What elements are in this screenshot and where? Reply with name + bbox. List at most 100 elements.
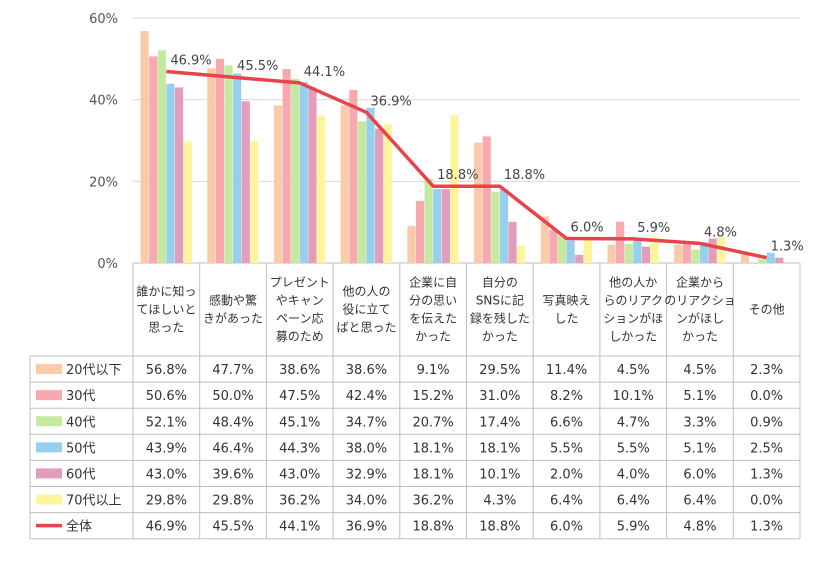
table-cell: 18.1% xyxy=(479,441,520,456)
bar xyxy=(308,87,317,263)
bar xyxy=(650,236,659,263)
bar xyxy=(224,65,233,264)
table-cell: 44.1% xyxy=(279,520,320,535)
table-cell: 34.7% xyxy=(346,415,387,430)
bar xyxy=(250,141,259,263)
table-cell: 9.1% xyxy=(417,363,450,378)
category-label: 感動や驚きがあった xyxy=(203,293,263,326)
bar-series xyxy=(140,31,784,264)
legend-label: 40代 xyxy=(66,415,96,430)
table-cell: 4.0% xyxy=(617,467,650,482)
table-cell: 29.5% xyxy=(479,363,520,378)
table-cell: 43.9% xyxy=(146,441,187,456)
category-label: 企業に自分の思いを伝えたかった xyxy=(409,275,457,344)
data-label: 5.9% xyxy=(637,221,670,236)
category-label: 誰かに知ってほしいと思った xyxy=(136,284,196,335)
table-cell: 4.3% xyxy=(483,494,516,509)
table-cell: 10.1% xyxy=(479,467,520,482)
bar xyxy=(241,101,250,263)
bar xyxy=(740,253,750,263)
data-label: 46.9% xyxy=(170,53,211,68)
table-cell: 45.5% xyxy=(212,520,253,535)
bar xyxy=(183,141,192,263)
table-cell: 18.1% xyxy=(412,467,453,482)
data-label: 18.8% xyxy=(437,168,478,183)
bar xyxy=(682,242,691,263)
bar xyxy=(441,189,450,263)
table-cell: 46.9% xyxy=(146,520,187,535)
bar xyxy=(758,259,767,263)
table-cell: 10.1% xyxy=(613,389,654,404)
table-cell: 31.0% xyxy=(479,389,520,404)
table-cell: 18.8% xyxy=(412,520,453,535)
table-cell: 0.9% xyxy=(750,415,783,430)
data-label: 36.9% xyxy=(370,94,411,109)
table-cell: 8.2% xyxy=(550,389,583,404)
table-cell: 5.5% xyxy=(617,441,650,456)
table-cell: 4.5% xyxy=(617,363,650,378)
bar xyxy=(383,124,392,263)
bar xyxy=(375,128,384,263)
table-cell: 4.7% xyxy=(617,415,650,430)
bar xyxy=(316,115,326,264)
table-cell: 42.4% xyxy=(346,389,387,404)
table-cell: 3.3% xyxy=(683,415,716,430)
table-cell: 4.5% xyxy=(683,363,716,378)
table-cell: 38.6% xyxy=(346,363,387,378)
data-label: 18.8% xyxy=(504,168,545,183)
y-tick-label: 0% xyxy=(97,257,118,272)
table-cell: 32.9% xyxy=(346,467,387,482)
bar xyxy=(450,115,459,264)
bar xyxy=(273,105,283,263)
data-table: 誰かに知ってほしいと思った感動や驚きがあったプレゼントやキャンペーン応募のため他… xyxy=(29,263,801,540)
table-cell: 20.7% xyxy=(412,415,453,430)
table-cell: 5.1% xyxy=(683,389,716,404)
bar xyxy=(424,178,433,263)
data-label: 45.5% xyxy=(237,59,278,74)
table-cell: 11.4% xyxy=(546,363,587,378)
bar xyxy=(775,257,784,263)
bar xyxy=(299,82,308,263)
table-cell: 47.5% xyxy=(279,389,320,404)
table-cell: 36.9% xyxy=(346,520,387,535)
legend-key xyxy=(36,416,62,427)
table-cell: 50.0% xyxy=(212,389,253,404)
legend-label: 全体 xyxy=(66,519,92,535)
table-cell: 6.0% xyxy=(683,467,716,482)
bar xyxy=(282,69,291,263)
table-cell: 34.0% xyxy=(346,494,387,509)
bar xyxy=(717,236,726,263)
bar xyxy=(691,249,700,263)
table-cell: 36.2% xyxy=(279,494,320,509)
bar xyxy=(357,121,367,263)
bar xyxy=(157,50,166,264)
table-cell: 52.1% xyxy=(146,415,187,430)
legend-label: 70代以上 xyxy=(66,494,122,509)
bar xyxy=(415,200,425,263)
bar xyxy=(491,191,500,263)
bar xyxy=(366,107,375,263)
table-cell: 46.4% xyxy=(212,441,253,456)
legend-key xyxy=(36,390,62,401)
legend-label: 20代以下 xyxy=(66,363,122,378)
legend-key xyxy=(36,468,62,479)
bar xyxy=(583,236,592,263)
bar xyxy=(149,56,158,263)
table-cell: 6.4% xyxy=(550,494,583,509)
bar xyxy=(699,242,709,263)
bar xyxy=(566,240,575,263)
bar xyxy=(557,236,567,263)
table-cell: 45.1% xyxy=(279,415,320,430)
bar xyxy=(291,78,300,263)
data-label: 1.3% xyxy=(771,240,804,255)
category-label: その他 xyxy=(749,303,785,317)
bar xyxy=(766,252,775,263)
table-cell: 18.1% xyxy=(412,441,453,456)
bar xyxy=(508,221,517,263)
bar xyxy=(549,229,558,263)
bar xyxy=(474,142,483,263)
data-label: 6.0% xyxy=(571,221,604,236)
table-cell: 2.5% xyxy=(750,441,783,456)
table-cell: 6.0% xyxy=(550,520,583,535)
